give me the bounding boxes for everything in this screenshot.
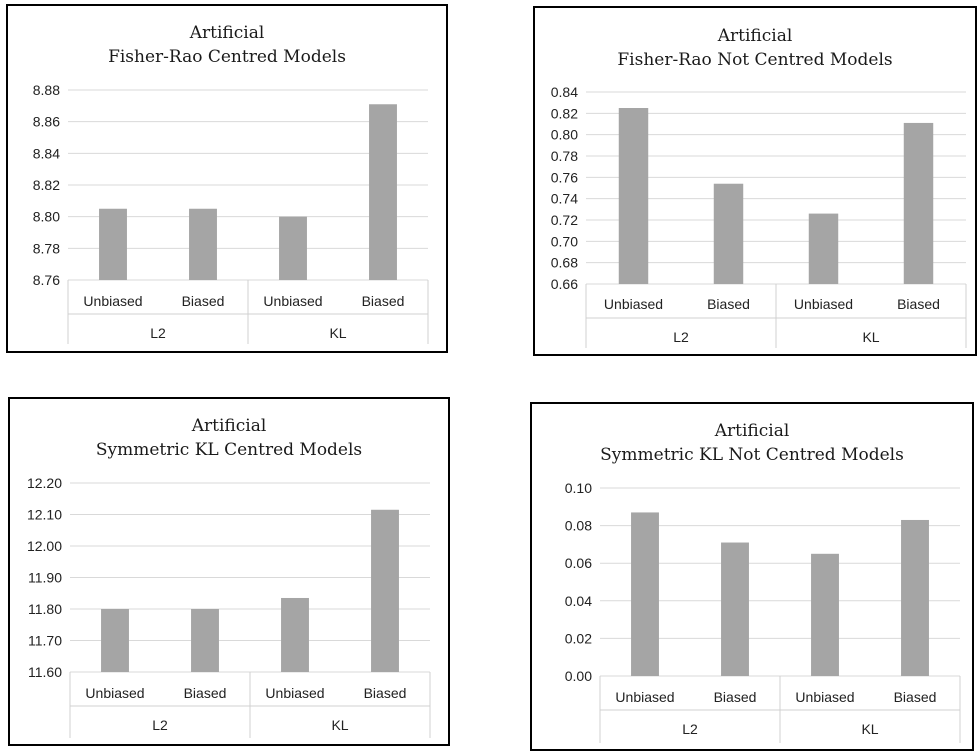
x-category-label: Unbiased [604, 296, 663, 312]
y-tick-label: 0.84 [551, 84, 578, 100]
bar-biased [903, 122, 934, 284]
bar-unbiased [808, 213, 839, 284]
x-category-label: Unbiased [85, 685, 144, 701]
y-tick-label: 8.82 [33, 177, 60, 193]
chart-panel-fr-centred: Artificial Fisher-Rao Centred Models 8.7… [6, 4, 448, 353]
chart-title-line-2: Symmetric KL Centred Models [96, 440, 362, 460]
y-tick-label: 11.80 [28, 601, 62, 617]
chart-title-line-1: Artificial [717, 26, 793, 46]
x-category-label: Biased [714, 689, 757, 705]
y-tick-label: 12.10 [27, 507, 62, 523]
x-category-label: Biased [364, 685, 407, 701]
x-group-label: KL [331, 717, 348, 733]
bar-unbiased [631, 512, 659, 676]
y-tick-label: 0.80 [551, 127, 578, 143]
chart-title-line-2: Symmetric KL Not Centred Models [600, 445, 904, 465]
bar-unbiased [281, 597, 309, 672]
y-tick-label: 0.70 [551, 233, 578, 249]
chart-title-line-2: Fisher-Rao Not Centred Models [617, 50, 892, 70]
x-category-label: Biased [894, 689, 937, 705]
x-category-label: Unbiased [615, 689, 674, 705]
y-tick-label: 8.84 [33, 145, 60, 161]
y-tick-label: 0.76 [551, 169, 578, 185]
y-tick-label: 0.04 [565, 593, 592, 609]
y-tick-label: 11.70 [28, 633, 62, 649]
chart-fr-centred: Artificial Fisher-Rao Centred Models 8.7… [33, 23, 429, 344]
bar-biased [721, 542, 749, 676]
chart-skl-centred: Artificial Symmetric KL Centred Models 1… [27, 416, 431, 738]
x-category-label: Unbiased [83, 293, 142, 309]
bar-unbiased [279, 216, 307, 280]
x-category-label: Unbiased [795, 689, 854, 705]
x-category-label: Unbiased [265, 685, 324, 701]
y-tick-label: 0.74 [551, 191, 578, 207]
y-tick-label: 0.66 [551, 276, 578, 292]
chart-title-line-1: Artificial [714, 421, 790, 441]
x-group-label: KL [329, 325, 346, 341]
x-group-label: L2 [673, 329, 689, 345]
bar-unbiased [99, 208, 127, 280]
bar-biased [371, 509, 399, 672]
x-group-label: KL [862, 329, 879, 345]
chart-fr-not-centred: Artificial Fisher-Rao Not Centred Models… [551, 26, 967, 348]
y-tick-label: 12.20 [27, 475, 62, 491]
bar-biased [369, 104, 397, 280]
y-tick-label: 0.82 [551, 105, 578, 121]
x-category-label: Unbiased [794, 296, 853, 312]
chart-title-line-1: Artificial [189, 23, 265, 43]
y-tick-label: 0.02 [565, 630, 592, 646]
y-tick-label: 8.78 [33, 240, 60, 256]
y-tick-label: 8.86 [33, 114, 60, 130]
y-tick-label: 11.90 [28, 570, 62, 586]
bar-biased [713, 183, 744, 284]
chart-skl-not-centred: Artificial Symmetric KL Not Centred Mode… [565, 421, 961, 743]
bar-unbiased [811, 553, 839, 676]
y-tick-label: 0.72 [551, 212, 578, 228]
bar-biased [901, 519, 929, 676]
x-category-label: Biased [897, 296, 940, 312]
x-group-label: L2 [150, 325, 166, 341]
y-tick-label: 11.60 [28, 664, 62, 680]
x-group-label: L2 [682, 721, 698, 737]
y-tick-label: 0.78 [551, 148, 578, 164]
y-tick-label: 0.68 [551, 255, 578, 271]
y-tick-label: 8.80 [33, 209, 60, 225]
y-tick-label: 0.06 [565, 555, 592, 571]
y-tick-label: 0.08 [565, 518, 592, 534]
x-group-label: L2 [152, 717, 168, 733]
x-category-label: Unbiased [263, 293, 322, 309]
chart-title-line-2: Fisher-Rao Centred Models [108, 47, 346, 67]
x-category-label: Biased [184, 685, 227, 701]
chart-title-line-1: Artificial [191, 416, 267, 436]
y-tick-label: 0.00 [565, 668, 592, 684]
bar-biased [189, 208, 217, 280]
bar-unbiased [101, 609, 129, 672]
x-category-label: Biased [707, 296, 750, 312]
y-tick-label: 0.10 [565, 480, 592, 496]
chart-panel-skl-centred: Artificial Symmetric KL Centred Models 1… [8, 397, 450, 746]
bar-biased [191, 609, 219, 672]
x-group-label: KL [861, 721, 878, 737]
y-tick-label: 8.88 [33, 82, 60, 98]
bar-unbiased [618, 108, 649, 284]
chart-panel-skl-not-centred: Artificial Symmetric KL Not Centred Mode… [530, 402, 974, 751]
x-category-label: Biased [362, 293, 405, 309]
chart-panel-fr-not-centred: Artificial Fisher-Rao Not Centred Models… [533, 6, 977, 356]
y-tick-label: 8.76 [33, 272, 60, 288]
x-category-label: Biased [182, 293, 225, 309]
y-tick-label: 12.00 [27, 538, 62, 554]
